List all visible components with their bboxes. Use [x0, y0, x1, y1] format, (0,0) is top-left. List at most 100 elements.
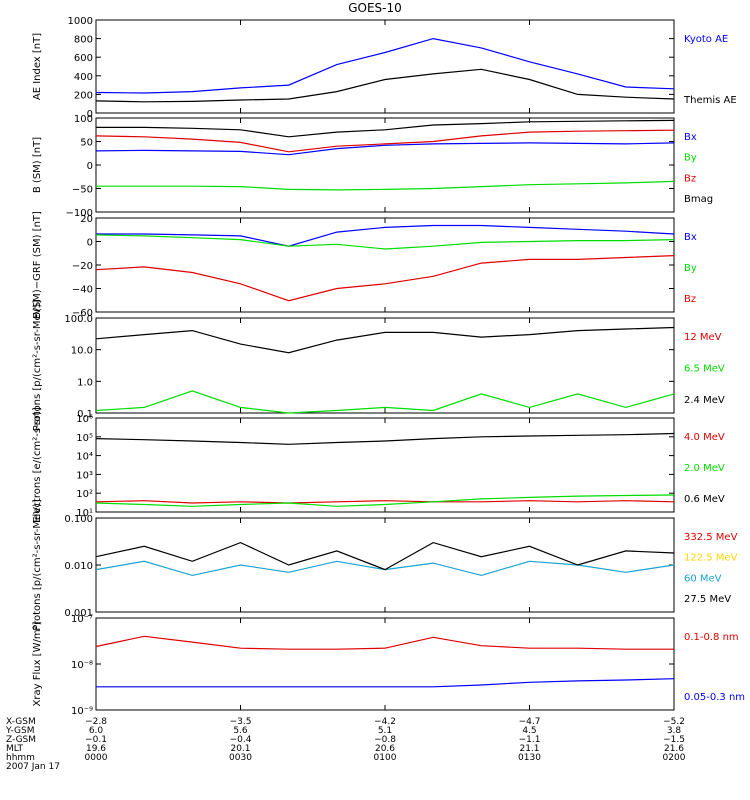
- x-column-value: −3.5: [230, 717, 252, 727]
- legend-label: Bz: [684, 173, 696, 184]
- legend-label: 332.5 MeV: [684, 532, 738, 543]
- y-tick-label: 600: [74, 53, 93, 64]
- legend-label: Bx: [684, 132, 697, 143]
- legend-label: 27.5 MeV: [684, 594, 731, 605]
- y-tick-label: 10⁶: [76, 414, 93, 425]
- legend-label: 2.0 MeV: [684, 463, 725, 474]
- x-row-label: hhmm: [6, 753, 35, 763]
- legend-label: Bz: [684, 294, 696, 305]
- x-column-value: 0130: [518, 753, 541, 763]
- y-tick-label: −20: [72, 261, 93, 272]
- series-line: [95, 500, 675, 504]
- x-column-value: 0100: [374, 753, 397, 763]
- y-tick-label: 10¹: [76, 508, 93, 519]
- series-line: [95, 432, 675, 445]
- panel-frame: [95, 517, 675, 613]
- series-line: [96, 180, 675, 191]
- legend-label: 0.1-0.8 nm: [684, 632, 739, 643]
- x-column-value: 21.6: [664, 744, 684, 754]
- series-line: [96, 119, 675, 138]
- y-axis-label: Xray Flux [W/m²]: [32, 621, 43, 706]
- legend-label: 0.05-0.3 nm: [684, 692, 745, 703]
- y-tick-label: 10³: [76, 470, 93, 481]
- y-tick-label: 0.100: [64, 514, 93, 525]
- x-row-label: MLT: [6, 744, 24, 754]
- y-tick-label: 10⁻⁷: [71, 614, 93, 625]
- y-axis-label: AE Index [nT]: [32, 33, 43, 100]
- panel-7: 10⁻⁷ 10⁻⁸ 10⁻⁹ Xray Flux [W/m²] 0.1-0.8 nm 0.…: [32, 614, 745, 717]
- y-axis-label: Protons [p/(cm²-s-sr-MeV)]: [32, 499, 43, 631]
- x-column-value: 0030: [229, 753, 252, 763]
- y-tick-label: −60: [72, 308, 93, 319]
- legend-label: Bmag: [684, 194, 713, 205]
- y-tick-label: 100.0: [64, 314, 93, 325]
- y-tick-label: 0: [87, 109, 93, 120]
- x-column-value: −0.4: [230, 735, 252, 745]
- y-tick-label: 1.0: [77, 377, 93, 388]
- legend-label: Themis AE: [683, 95, 737, 106]
- y-axis-label: B (SM) [nT]: [32, 137, 43, 193]
- legend-label: 122.5 MeV: [684, 553, 738, 564]
- y-axis-label: B(SM)−GRF (SM) [nT]: [32, 211, 43, 319]
- legend-label: 0.6 MeV: [684, 494, 725, 505]
- y-tick-label: −50: [72, 185, 93, 196]
- legend-label: 60 MeV: [684, 573, 722, 584]
- y-tick-label: 1000: [68, 16, 93, 27]
- panel-2: 100 50 0 −50 −100 B (SM) [nT] Bx By Bz Bmag: [32, 114, 713, 219]
- panel-frame: [95, 417, 675, 513]
- panel-frame: [95, 117, 675, 213]
- series-line: [95, 129, 675, 153]
- y-tick-label: 10²: [76, 489, 93, 500]
- x-row-label: Y-GSM: [5, 726, 34, 736]
- y-tick-label: 800: [74, 35, 93, 46]
- series-line: [95, 494, 675, 507]
- y-tick-label: 400: [74, 72, 93, 83]
- series-line: [96, 678, 675, 688]
- series-line: [95, 255, 675, 302]
- x-column-value: −0.1: [85, 735, 107, 745]
- series-line: [95, 68, 675, 103]
- x-row-label: X-GSM: [6, 717, 36, 727]
- x-column-value: −4.2: [374, 717, 396, 727]
- y-tick-label: 10.0: [71, 346, 93, 357]
- series-line: [95, 390, 675, 414]
- panel-frame: [95, 217, 675, 313]
- y-tick-label: 10⁻⁹: [71, 706, 93, 717]
- series-line: [95, 560, 675, 577]
- legend-label: Kyoto AE: [684, 34, 728, 45]
- y-tick-label: 10⁵: [76, 433, 93, 444]
- x-column-value: −5.2: [663, 717, 685, 727]
- y-axis-label: Electrons [e/(cm²-s-sr)]: [32, 407, 43, 523]
- y-tick-label: −100: [66, 208, 93, 219]
- legend-label: Bx: [684, 232, 697, 243]
- legend-label: 12 MeV: [684, 332, 722, 343]
- panel-5: 10⁶ 10⁵ 10⁴ 10³ 10² 10¹ Electrons [e/(cm²-s-sr…: [32, 407, 725, 523]
- legend-label: 2.4 MeV: [684, 395, 725, 406]
- y-tick-label: 200: [74, 90, 93, 101]
- x-column-value: 21.1: [519, 744, 539, 754]
- y-tick-label: 0.1: [77, 409, 93, 420]
- x-column-value: −4.7: [519, 717, 541, 727]
- y-tick-label: 100: [74, 114, 93, 125]
- plot-title: GOES-10: [348, 1, 402, 15]
- series-line: [95, 541, 675, 571]
- x-row-label: 2007 Jan 17: [6, 762, 60, 772]
- panel-3: 20 0 −20 −40 −60 B(SM)−GRF (SM) [nT] Bx By Bz: [32, 211, 697, 319]
- panel-frame: [95, 19, 675, 114]
- y-tick-label: 0: [87, 161, 93, 172]
- x-column-value: 6.0: [89, 726, 104, 736]
- y-tick-label: 0.010: [64, 561, 93, 572]
- x-column-value: 4.5: [522, 726, 536, 736]
- x-column-value: 19.6: [86, 744, 106, 754]
- y-tick-label: 0: [87, 238, 93, 249]
- legend-label: By: [684, 263, 697, 274]
- legend-label: 6.5 MeV: [684, 364, 725, 375]
- x-column-value: 3.8: [667, 726, 682, 736]
- x-column-value: −1.5: [663, 735, 685, 745]
- x-column-value: −0.8: [374, 735, 396, 745]
- x-column-value: 0200: [663, 753, 686, 763]
- series-line: [95, 635, 674, 650]
- y-axis-label: Protons [p/(cm²-s-sr-MeV)]: [32, 300, 43, 432]
